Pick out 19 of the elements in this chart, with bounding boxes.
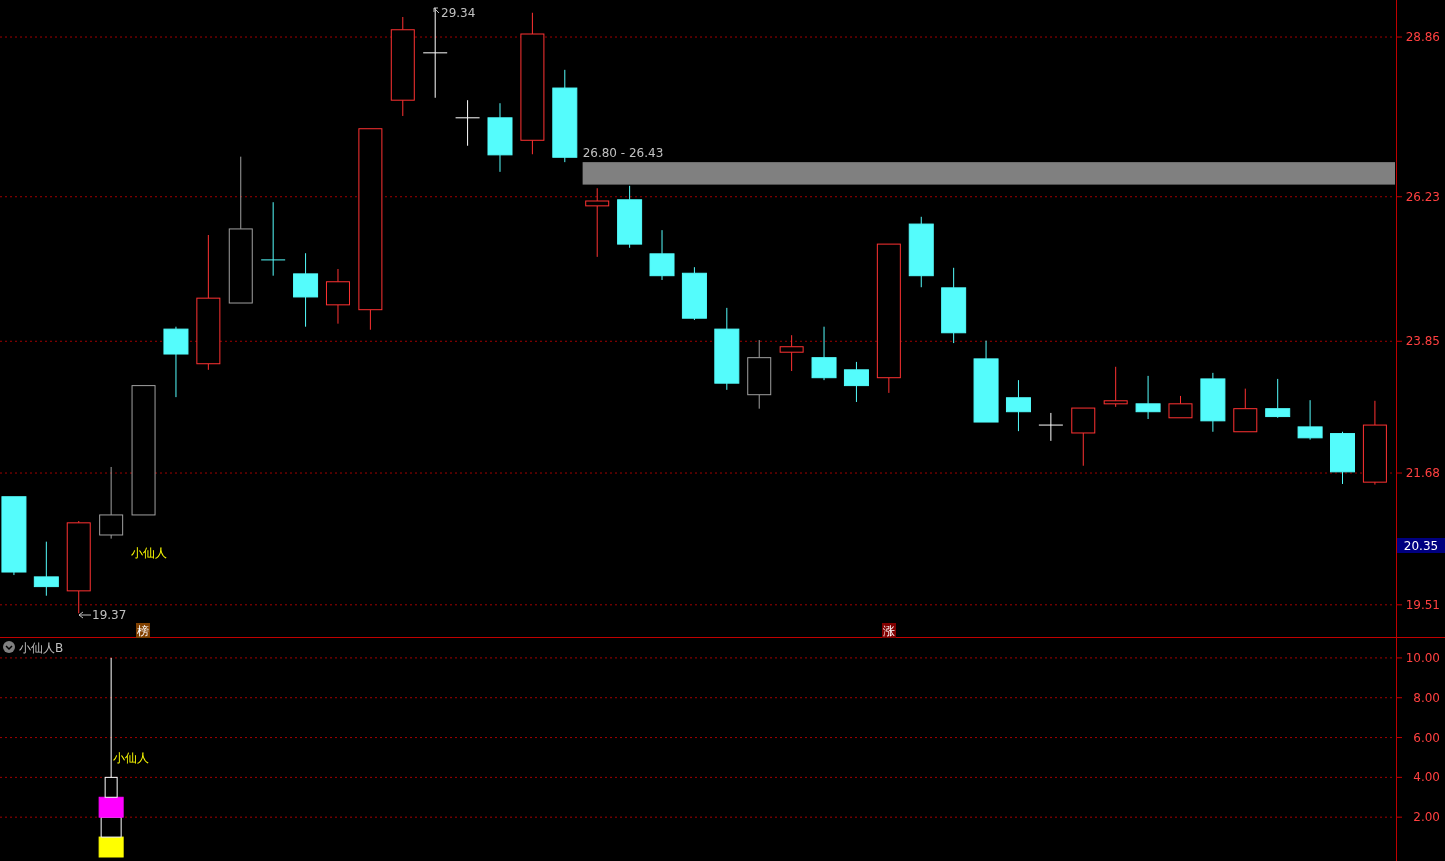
annotation: 小仙人 — [131, 546, 167, 560]
y-tick-label: 19.51 — [1405, 597, 1440, 612]
y-tick-label: 21.68 — [1405, 466, 1440, 481]
y-tick-label: 8.00 — [1413, 690, 1440, 705]
y-tick-label: 2.00 — [1413, 810, 1440, 825]
y-tick-label: 26.23 — [1405, 189, 1440, 204]
band-label: 26.80 - 26.43 — [582, 146, 664, 161]
text: 20.35 — [1403, 539, 1439, 553]
annotation: 19.37 — [92, 608, 127, 622]
annotation: 29.34 — [441, 6, 476, 20]
y-tick-label: 6.00 — [1413, 730, 1440, 745]
y-tick-label: 10.00 — [1405, 650, 1440, 665]
y-tick-label: 4.00 — [1413, 770, 1440, 785]
chart-title: 小仙人B — [19, 641, 64, 655]
y-tick-label: 23.85 — [1405, 334, 1440, 349]
annotation: 小仙人 — [112, 751, 149, 765]
annotation: 榜 — [137, 624, 149, 638]
y-tick-label: 28.86 — [1405, 30, 1440, 45]
annotation: 涨 — [883, 624, 895, 638]
